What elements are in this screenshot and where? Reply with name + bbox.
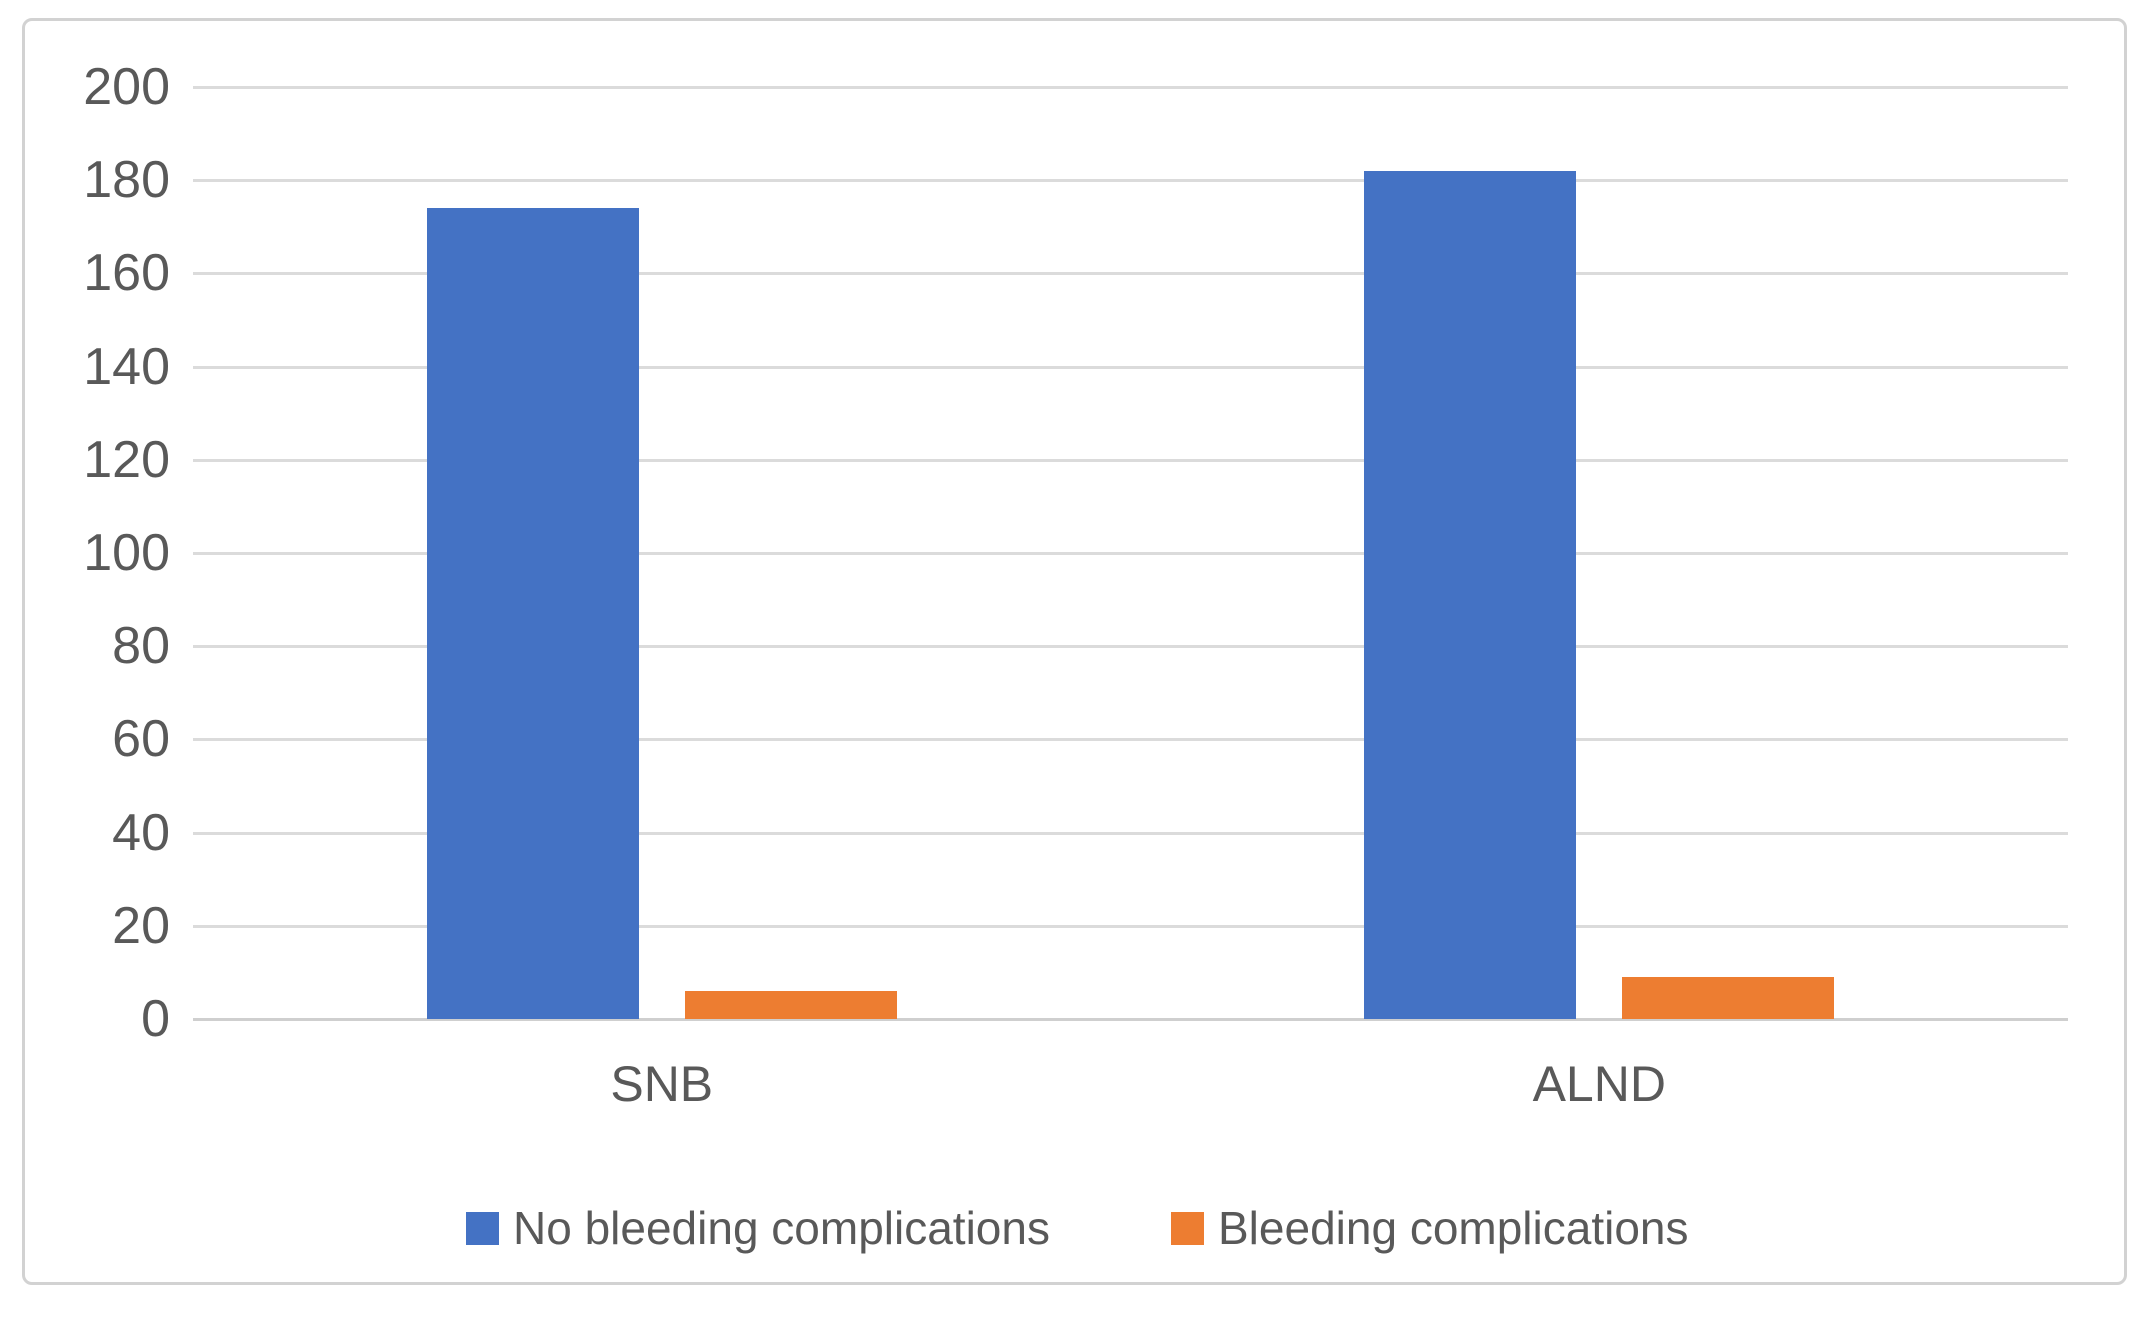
bar-snb-no-bleeding-complications — [426, 208, 639, 1019]
x-label-alnd: ALND — [1532, 1056, 1666, 1112]
legend-color-swatch-bleeding — [1171, 1211, 1204, 1245]
gridline — [193, 645, 2068, 649]
gridline — [193, 86, 2068, 89]
legend-label-no-bleeding: No bleeding complications — [513, 1202, 1050, 1254]
y-tick-label: 0 — [141, 990, 170, 1048]
gridline — [193, 552, 2068, 555]
y-tick-label: 200 — [83, 58, 170, 116]
y-tick-label: 80 — [112, 617, 170, 676]
legend-item-no-bleeding: No bleeding complications — [466, 1201, 1050, 1255]
legend-label-bleeding: Bleeding complications — [1218, 1202, 1689, 1254]
bar-snb-bleeding-complications — [684, 991, 897, 1019]
y-tick-label: 100 — [83, 524, 170, 582]
gridline — [193, 365, 2068, 369]
y-tick-label: 20 — [112, 896, 170, 955]
x-label-snb: SNB — [610, 1056, 714, 1112]
gridline — [193, 738, 2068, 742]
bar-alnd-bleeding-complications — [1622, 977, 1835, 1019]
gridline — [193, 458, 2068, 462]
gridline — [193, 831, 2068, 835]
y-tick-label: 180 — [83, 151, 170, 210]
x-axis-line — [193, 1018, 2068, 1021]
y-tick-label: 160 — [83, 244, 170, 303]
y-tick-label: 120 — [83, 430, 170, 489]
gridline — [193, 179, 2068, 183]
y-tick-label: 60 — [112, 710, 170, 769]
chart-frame: 0 20 40 60 80 100 120 140 160 180 200 SNB ALND No bl… — [22, 18, 2127, 1285]
gridline — [193, 924, 2068, 928]
bar-alnd-no-bleeding-complications — [1364, 170, 1577, 1019]
legend-color-swatch-no-bleeding — [466, 1211, 499, 1245]
y-tick-label: 40 — [112, 803, 170, 862]
y-tick-label: 140 — [83, 337, 170, 396]
legend-item-bleeding: Bleeding complications — [1171, 1201, 1689, 1255]
gridline — [193, 272, 2068, 276]
